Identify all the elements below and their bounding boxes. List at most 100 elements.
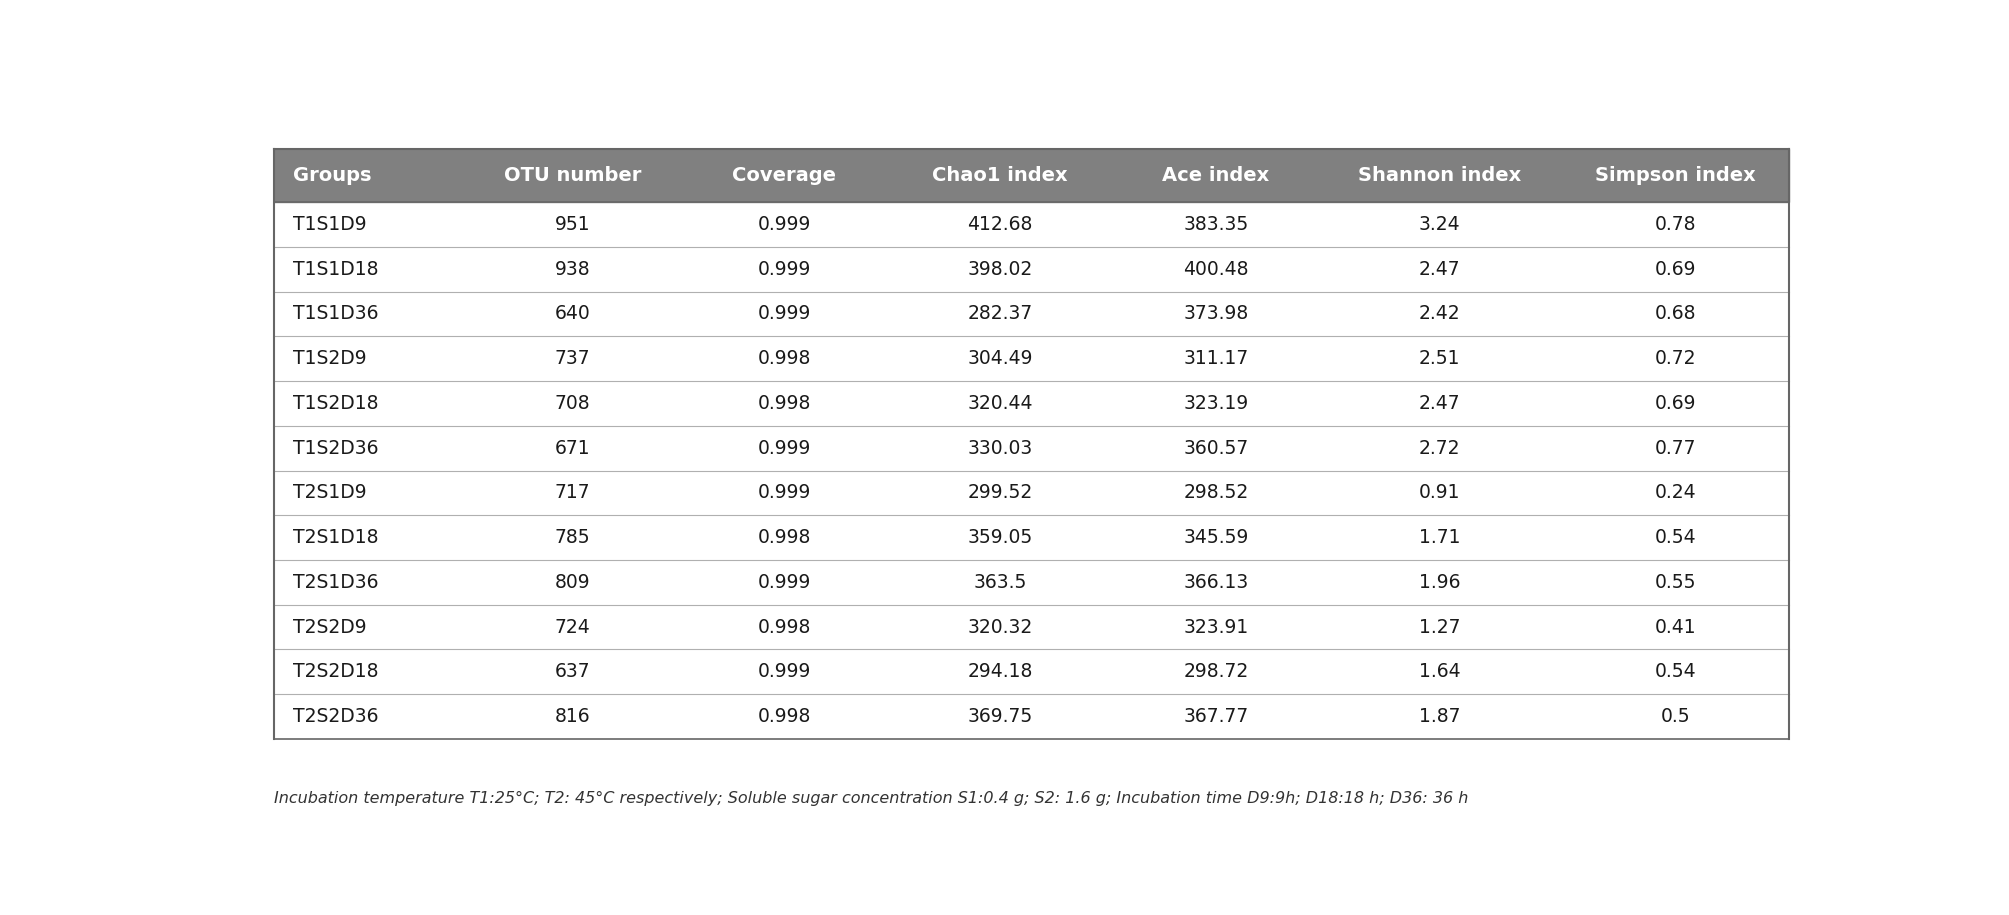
Text: 360.57: 360.57 — [1183, 438, 1248, 458]
Bar — [275, 560, 1790, 605]
Bar — [275, 202, 1790, 247]
Text: 330.03: 330.03 — [968, 438, 1033, 458]
Text: 724: 724 — [554, 618, 591, 637]
Text: 0.54: 0.54 — [1655, 528, 1696, 547]
Text: 298.72: 298.72 — [1183, 662, 1248, 682]
Text: 1.87: 1.87 — [1418, 707, 1461, 727]
Text: 304.49: 304.49 — [968, 350, 1033, 368]
Text: 938: 938 — [554, 260, 591, 279]
Text: 816: 816 — [554, 707, 591, 727]
Text: 785: 785 — [554, 528, 591, 547]
Text: 0.72: 0.72 — [1655, 350, 1696, 368]
Text: 0.998: 0.998 — [757, 707, 812, 727]
Text: 0.54: 0.54 — [1655, 662, 1696, 682]
Text: 2.47: 2.47 — [1418, 260, 1461, 279]
Text: 0.998: 0.998 — [757, 528, 812, 547]
Text: T2S2D18: T2S2D18 — [293, 662, 378, 682]
Text: 0.999: 0.999 — [757, 305, 812, 323]
Text: 809: 809 — [554, 573, 591, 592]
Bar — [275, 650, 1790, 694]
Text: 1.64: 1.64 — [1418, 662, 1461, 682]
Text: 0.999: 0.999 — [757, 215, 812, 234]
Text: 1.27: 1.27 — [1418, 618, 1461, 637]
Text: 0.24: 0.24 — [1655, 483, 1696, 502]
Text: OTU number: OTU number — [504, 166, 641, 185]
Text: 2.42: 2.42 — [1418, 305, 1461, 323]
Text: 637: 637 — [554, 662, 591, 682]
Text: T2S1D36: T2S1D36 — [293, 573, 378, 592]
Text: 0.999: 0.999 — [757, 260, 812, 279]
Text: 0.69: 0.69 — [1655, 260, 1696, 279]
Text: 320.44: 320.44 — [968, 394, 1033, 413]
Text: 0.999: 0.999 — [757, 483, 812, 502]
Text: 282.37: 282.37 — [968, 305, 1033, 323]
Text: 951: 951 — [554, 215, 591, 234]
Text: 1.71: 1.71 — [1418, 528, 1461, 547]
Text: Groups: Groups — [293, 166, 372, 185]
Bar — [275, 470, 1790, 515]
Text: 0.998: 0.998 — [757, 618, 812, 637]
Bar — [275, 337, 1790, 381]
Text: 366.13: 366.13 — [1183, 573, 1248, 592]
Text: Chao1 index: Chao1 index — [932, 166, 1069, 185]
Bar — [275, 292, 1790, 337]
Bar — [275, 694, 1790, 739]
Text: 0.69: 0.69 — [1655, 394, 1696, 413]
Text: 2.47: 2.47 — [1418, 394, 1461, 413]
Text: 717: 717 — [554, 483, 591, 502]
Text: 299.52: 299.52 — [968, 483, 1033, 502]
Text: T1S2D18: T1S2D18 — [293, 394, 378, 413]
Text: Simpson index: Simpson index — [1595, 166, 1756, 185]
Text: T2S1D18: T2S1D18 — [293, 528, 378, 547]
Text: 0.78: 0.78 — [1655, 215, 1696, 234]
Text: 323.19: 323.19 — [1183, 394, 1248, 413]
Text: 0.999: 0.999 — [757, 662, 812, 682]
Text: T1S2D36: T1S2D36 — [293, 438, 378, 458]
Text: Shannon index: Shannon index — [1358, 166, 1521, 185]
Text: 708: 708 — [554, 394, 591, 413]
Text: 0.41: 0.41 — [1655, 618, 1696, 637]
Text: T2S2D9: T2S2D9 — [293, 618, 368, 637]
Text: 320.32: 320.32 — [968, 618, 1033, 637]
Text: 363.5: 363.5 — [974, 573, 1027, 592]
Text: 0.999: 0.999 — [757, 573, 812, 592]
Text: 0.55: 0.55 — [1655, 573, 1696, 592]
Text: T1S1D9: T1S1D9 — [293, 215, 368, 234]
Text: Ace index: Ace index — [1163, 166, 1270, 185]
Text: 298.52: 298.52 — [1183, 483, 1248, 502]
Bar — [275, 247, 1790, 292]
Text: 671: 671 — [554, 438, 591, 458]
Text: 398.02: 398.02 — [968, 260, 1033, 279]
Text: 383.35: 383.35 — [1183, 215, 1248, 234]
Text: 369.75: 369.75 — [968, 707, 1033, 727]
Bar — [275, 148, 1790, 202]
Text: T1S1D36: T1S1D36 — [293, 305, 378, 323]
Text: 0.999: 0.999 — [757, 438, 812, 458]
Text: 0.998: 0.998 — [757, 350, 812, 368]
Bar — [275, 381, 1790, 425]
Text: 3.24: 3.24 — [1418, 215, 1461, 234]
Text: 640: 640 — [554, 305, 591, 323]
Text: 373.98: 373.98 — [1183, 305, 1248, 323]
Text: 400.48: 400.48 — [1183, 260, 1250, 279]
Text: T2S2D36: T2S2D36 — [293, 707, 378, 727]
Text: 0.998: 0.998 — [757, 394, 812, 413]
Text: 367.77: 367.77 — [1183, 707, 1248, 727]
Text: 0.68: 0.68 — [1655, 305, 1696, 323]
Text: 323.91: 323.91 — [1183, 618, 1248, 637]
Text: Incubation temperature T1:25°C; T2: 45°C respectively; Soluble sugar concentrati: Incubation temperature T1:25°C; T2: 45°C… — [275, 791, 1469, 806]
Text: 294.18: 294.18 — [968, 662, 1033, 682]
Text: 359.05: 359.05 — [968, 528, 1033, 547]
Text: 311.17: 311.17 — [1183, 350, 1248, 368]
Text: 412.68: 412.68 — [968, 215, 1033, 234]
Text: T1S1D18: T1S1D18 — [293, 260, 378, 279]
Bar — [275, 425, 1790, 470]
Text: 0.5: 0.5 — [1661, 707, 1690, 727]
Text: T2S1D9: T2S1D9 — [293, 483, 368, 502]
Text: 1.96: 1.96 — [1418, 573, 1461, 592]
Text: 2.51: 2.51 — [1418, 350, 1461, 368]
Text: 0.77: 0.77 — [1655, 438, 1696, 458]
Text: T1S2D9: T1S2D9 — [293, 350, 368, 368]
Text: Coverage: Coverage — [731, 166, 836, 185]
Bar — [275, 605, 1790, 650]
